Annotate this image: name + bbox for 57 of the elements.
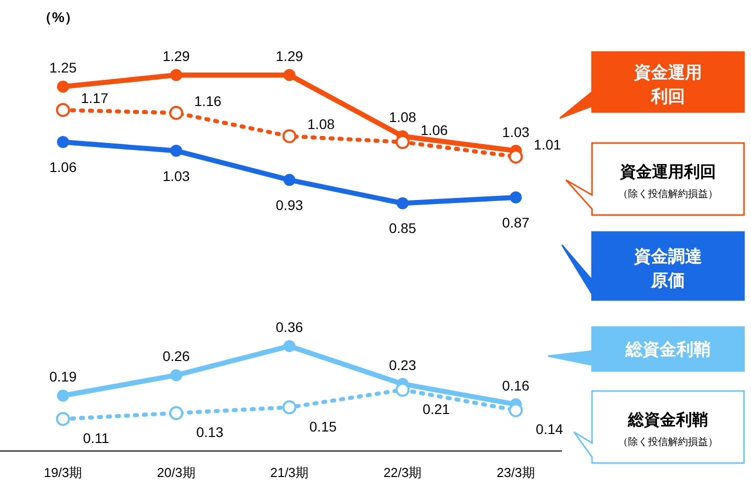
data-label: 0.13 — [196, 424, 224, 440]
point — [169, 406, 184, 420]
legend-item: 資金調達原価 — [561, 231, 745, 301]
point — [508, 403, 523, 418]
data-label: 1.01 — [534, 136, 562, 153]
data-label: 1.08 — [307, 116, 335, 132]
legend-item: 総資金利鞘（除く投信解約損益） — [573, 390, 745, 464]
point — [57, 80, 69, 93]
data-label: 0.23 — [388, 356, 416, 373]
data-label: 1.29 — [276, 48, 304, 64]
data-label: 1.25 — [49, 60, 77, 76]
data-label: 1.06 — [420, 122, 448, 138]
legend-item: 資金運用利回（除く投信解約損益） — [565, 142, 745, 216]
data-label: 1.16 — [194, 92, 222, 109]
data-label: 1.29 — [162, 48, 190, 64]
x-tick-label: 22/3期 — [383, 465, 422, 480]
x-tick-label: 21/3期 — [270, 465, 309, 480]
data-label: 0.93 — [276, 196, 304, 213]
point — [57, 390, 69, 402]
point — [283, 174, 296, 186]
x-tick-label: 19/3期 — [44, 465, 82, 480]
point — [170, 369, 182, 382]
data-label: 0.36 — [276, 319, 304, 336]
data-label: 1.03 — [162, 168, 190, 184]
data-label: 0.87 — [502, 214, 530, 230]
data-label: 1.06 — [49, 159, 77, 176]
data-label: 0.21 — [422, 400, 450, 417]
x-tick-label: 23/3期 — [496, 465, 535, 480]
data-label: 1.08 — [388, 109, 416, 126]
point — [282, 129, 296, 144]
point — [396, 197, 409, 210]
point — [510, 191, 522, 204]
legend-item: 資金運用利回 — [559, 51, 745, 119]
data-label: 0.15 — [309, 418, 337, 434]
point — [283, 340, 296, 352]
data-label: 0.16 — [502, 377, 530, 394]
data-label: 0.85 — [388, 220, 416, 236]
point — [57, 136, 69, 148]
data-label: 0.11 — [83, 430, 110, 446]
point — [396, 135, 410, 150]
x-tick-label: 20/3期 — [157, 465, 196, 480]
point — [283, 69, 296, 81]
data-label: 0.26 — [162, 348, 190, 364]
legend-item: 総資金利鞘 — [547, 326, 745, 372]
point — [170, 144, 182, 157]
point — [396, 382, 410, 397]
data-label: 0.14 — [536, 421, 564, 438]
point — [170, 69, 182, 81]
data-label: 1.17 — [81, 90, 108, 106]
point — [508, 150, 523, 164]
data-label: 1.03 — [502, 124, 530, 140]
point — [282, 400, 296, 414]
data-label: 0.19 — [49, 368, 77, 385]
y-axis-title: （%） — [38, 9, 78, 25]
point — [56, 102, 70, 117]
point — [169, 106, 184, 120]
point — [56, 412, 70, 426]
